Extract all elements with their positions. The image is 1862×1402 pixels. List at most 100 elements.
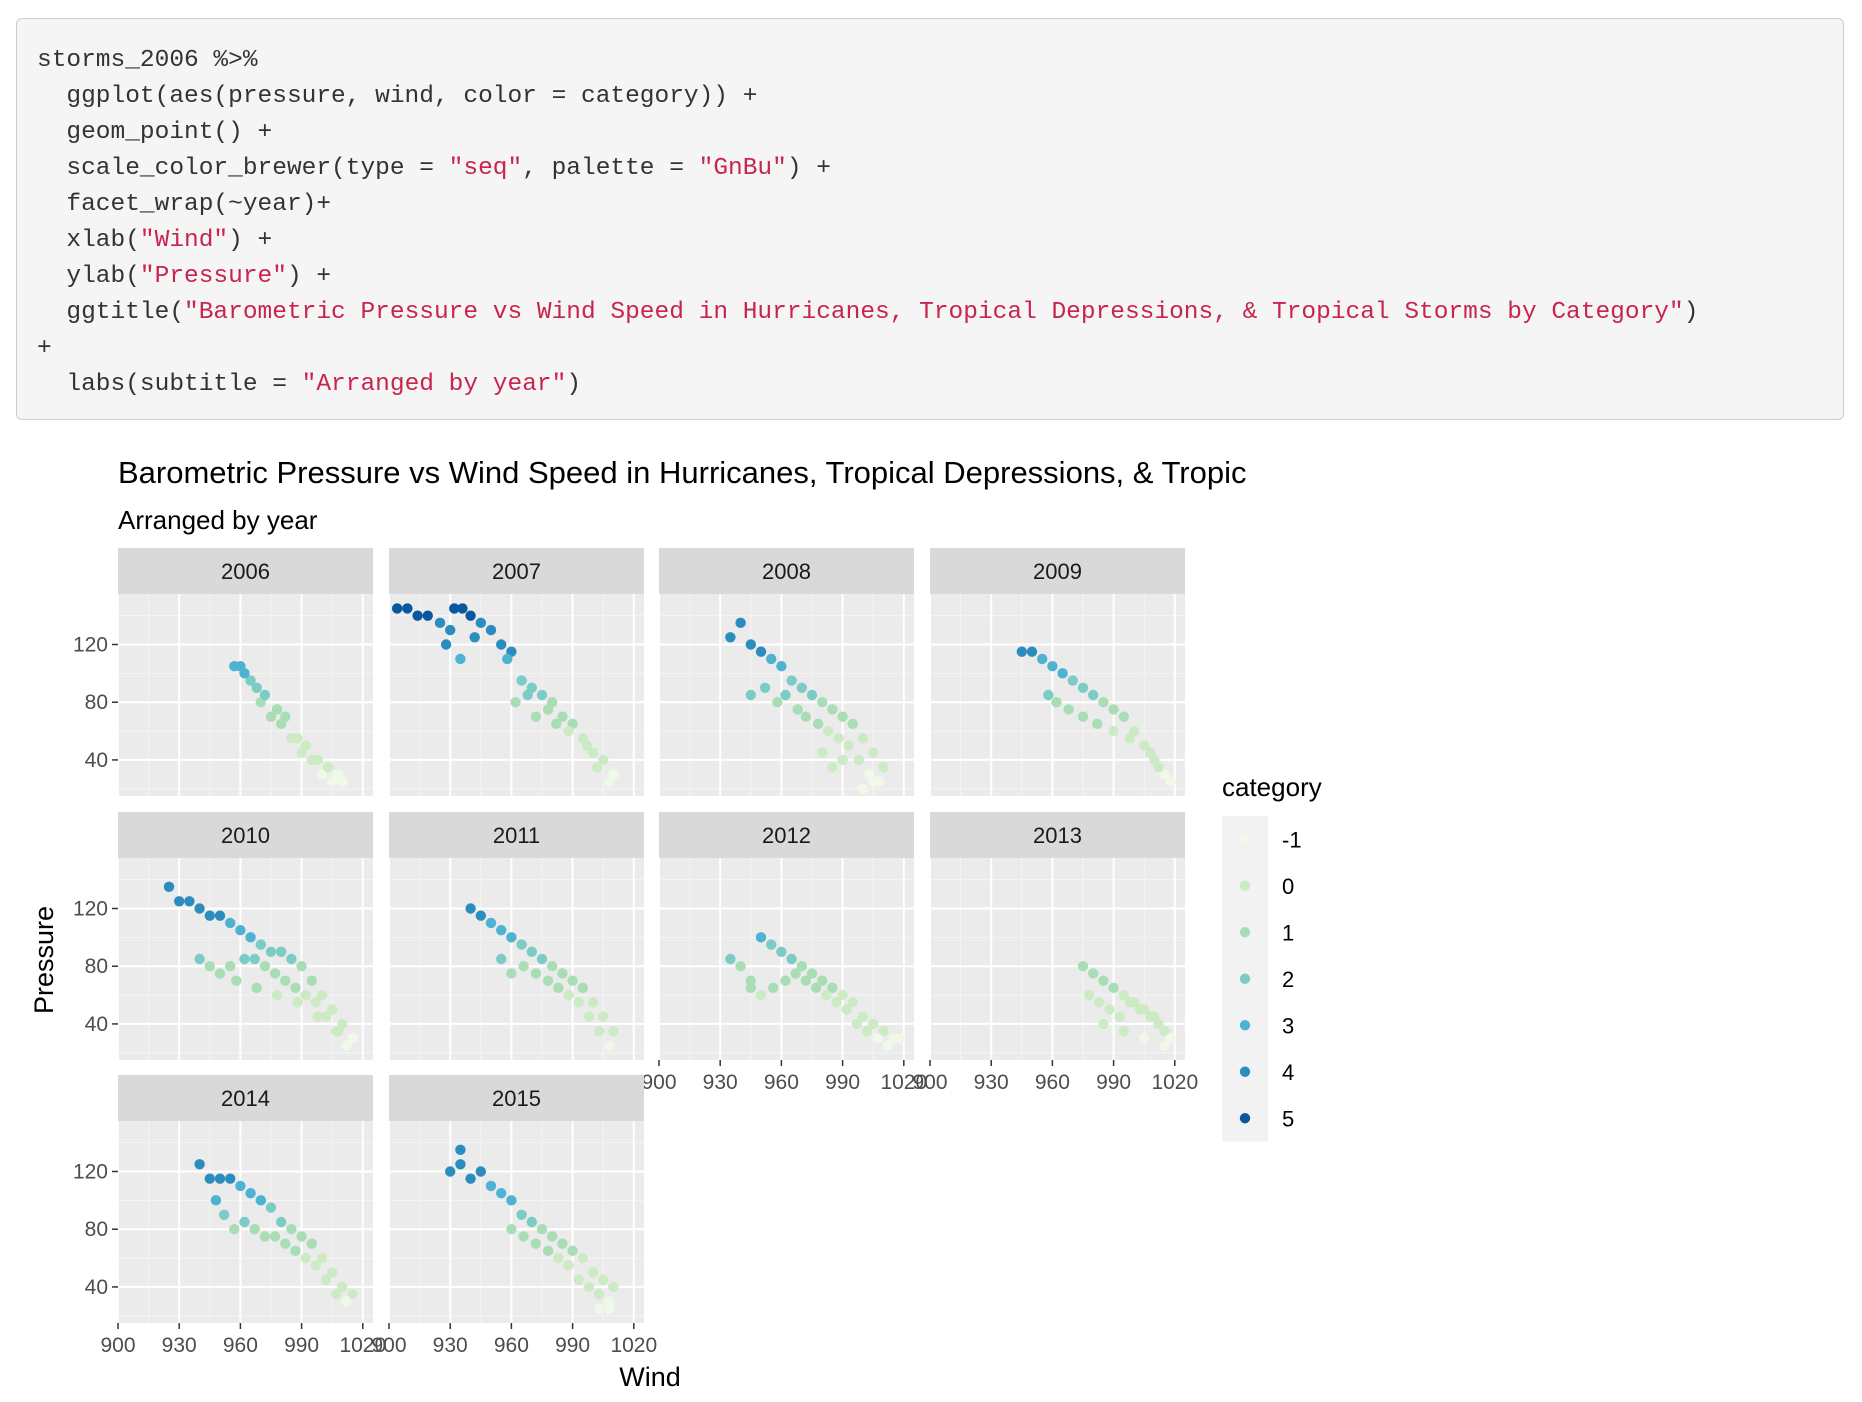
data-point (310, 1260, 322, 1271)
data-point (210, 1195, 222, 1206)
data-point (827, 761, 838, 773)
legend-label: 0 (1282, 874, 1294, 899)
data-point (553, 1252, 564, 1264)
facet-strip-label: 2009 (1033, 559, 1082, 584)
data-point (583, 1011, 595, 1022)
data-point (306, 1238, 317, 1249)
panel-background (389, 1121, 644, 1323)
x-tick-label: 1020 (880, 1071, 927, 1094)
data-point (214, 1173, 226, 1184)
data-point (800, 711, 812, 722)
data-point (768, 982, 779, 994)
data-point (265, 711, 277, 722)
data-point (475, 910, 486, 921)
data-point (1114, 1011, 1125, 1022)
x-tick-label: 960 (223, 1334, 258, 1357)
panel-background (930, 594, 1185, 796)
data-point (251, 982, 262, 994)
data-point (745, 982, 756, 994)
data-point (526, 1216, 537, 1228)
data-point (276, 1216, 287, 1228)
data-point (271, 704, 283, 715)
x-tick-label: 900 (912, 1071, 947, 1094)
data-point (259, 689, 271, 701)
legend-key (1239, 1020, 1251, 1031)
data-point (485, 624, 497, 636)
data-point (831, 997, 842, 1008)
data-point (557, 968, 568, 979)
data-point (506, 968, 517, 979)
data-point (583, 1281, 595, 1293)
data-point (1145, 1011, 1156, 1022)
data-point (593, 1303, 605, 1314)
data-point (327, 1267, 338, 1278)
data-point (598, 1011, 609, 1022)
data-point (184, 896, 195, 907)
data-point (337, 1281, 348, 1293)
data-point (259, 961, 271, 972)
x-tick-label: 930 (433, 1334, 468, 1357)
data-point (469, 632, 480, 643)
y-tick-label: 80 (85, 955, 108, 978)
data-point (306, 975, 317, 986)
data-point (516, 939, 527, 950)
data-point (1145, 747, 1156, 758)
data-point (776, 660, 787, 672)
data-point (235, 924, 246, 936)
x-tick-label: 990 (825, 1071, 860, 1094)
data-point (251, 682, 262, 693)
data-point (249, 953, 260, 965)
data-point (229, 660, 240, 672)
data-point (204, 1173, 215, 1184)
data-point (194, 903, 205, 914)
data-point (322, 761, 334, 773)
data-point (1098, 1018, 1109, 1030)
data-point (833, 733, 844, 744)
data-point (857, 783, 869, 794)
data-point (587, 1267, 599, 1278)
data-point (485, 917, 497, 929)
y-axis-title: Pressure (29, 906, 59, 1014)
code-line: + (37, 331, 1823, 367)
data-point (593, 1025, 605, 1037)
data-point (1098, 697, 1109, 708)
data-point (239, 953, 250, 965)
data-point (547, 1231, 558, 1242)
data-point (465, 903, 476, 914)
data-point (475, 617, 486, 629)
data-point (857, 733, 869, 744)
data-point (857, 1011, 869, 1022)
facet-strip (659, 812, 914, 858)
data-point (218, 1209, 230, 1220)
data-point (1094, 997, 1105, 1008)
data-point (878, 761, 889, 773)
code-text: ) + (286, 263, 332, 290)
data-point (269, 968, 281, 979)
data-point (542, 975, 554, 986)
data-point (245, 1187, 256, 1199)
data-point (530, 1238, 542, 1249)
x-tick-label: 930 (974, 1071, 1009, 1094)
data-point (872, 1033, 883, 1044)
panel-background (930, 858, 1185, 1060)
data-point (163, 881, 175, 893)
data-point (851, 1018, 863, 1030)
legend-key (1239, 973, 1251, 984)
facet-panel-2007: 2007 (388, 548, 644, 796)
data-point (598, 754, 609, 766)
data-point (412, 610, 423, 621)
data-point (735, 617, 746, 629)
data-point (827, 982, 838, 994)
data-point (573, 997, 584, 1008)
data-point (847, 718, 858, 730)
data-point (280, 975, 291, 986)
data-point (1047, 660, 1058, 672)
facet-strip (118, 1075, 373, 1121)
data-point (320, 1011, 332, 1022)
data-point (174, 896, 185, 907)
data-point (894, 1033, 905, 1044)
data-point (239, 668, 250, 679)
data-point (776, 946, 787, 957)
data-point (1088, 968, 1099, 979)
data-point (320, 1274, 332, 1285)
